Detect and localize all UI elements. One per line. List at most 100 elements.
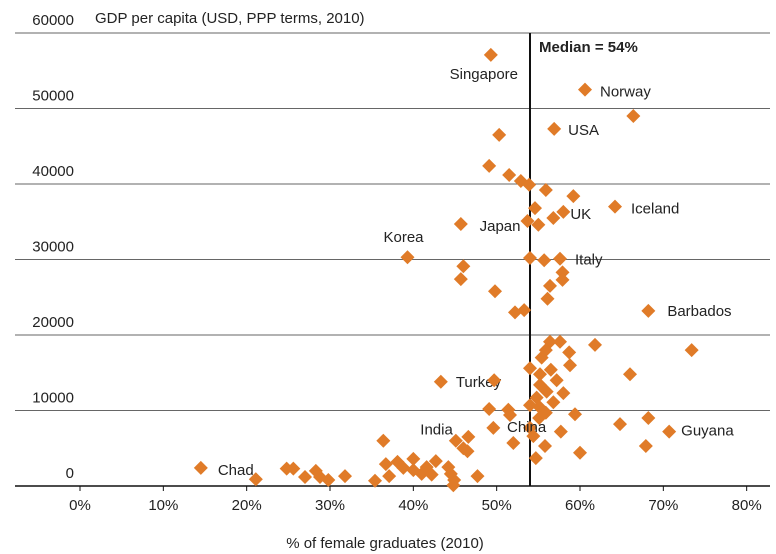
x-tick-label: 20% xyxy=(232,497,262,514)
point xyxy=(588,337,602,352)
median-label: Median = 54% xyxy=(539,39,638,56)
point xyxy=(470,469,485,484)
x-tick-label: 30% xyxy=(315,497,345,514)
point xyxy=(428,454,443,469)
point-label: Barbados xyxy=(667,303,731,320)
point xyxy=(623,367,637,382)
chart-title: GDP per capita (USD, PPP terms, 2010) xyxy=(95,10,365,27)
point xyxy=(540,291,555,306)
point xyxy=(453,272,468,287)
point xyxy=(608,199,622,214)
point xyxy=(568,407,582,422)
point-label: USA xyxy=(568,122,599,139)
y-tick-label: 0 xyxy=(66,465,74,482)
point xyxy=(543,362,558,377)
point xyxy=(508,305,522,320)
point xyxy=(308,463,323,478)
point xyxy=(538,438,552,453)
point xyxy=(248,472,263,487)
point xyxy=(446,478,461,493)
x-tick-label: 80% xyxy=(732,497,762,514)
point xyxy=(453,217,468,232)
point xyxy=(396,460,411,475)
point-label: Norway xyxy=(600,84,651,101)
point xyxy=(298,469,312,484)
point xyxy=(562,345,577,360)
point xyxy=(424,467,439,482)
point xyxy=(523,250,537,265)
point xyxy=(549,373,564,388)
point xyxy=(526,429,541,444)
point xyxy=(538,183,553,198)
point xyxy=(537,253,552,268)
point xyxy=(487,373,502,388)
point xyxy=(531,217,546,232)
point xyxy=(482,158,497,173)
point-label: India xyxy=(420,422,453,439)
point xyxy=(528,451,543,466)
point xyxy=(382,469,397,484)
point xyxy=(553,424,568,439)
x-tick-label: 40% xyxy=(398,497,428,514)
y-tick-label: 30000 xyxy=(32,238,74,255)
point xyxy=(502,167,517,182)
point-label: Korea xyxy=(383,229,424,246)
point xyxy=(528,201,542,216)
y-tick-label: 20000 xyxy=(32,314,74,331)
point xyxy=(626,109,641,124)
point xyxy=(522,177,537,192)
point xyxy=(684,343,699,358)
x-tick-label: 0% xyxy=(69,497,91,514)
point xyxy=(482,401,497,416)
point xyxy=(533,367,547,382)
y-tick-label: 60000 xyxy=(32,12,74,29)
point xyxy=(506,435,521,450)
point xyxy=(193,460,208,475)
x-axis-title: % of female graduates (2010) xyxy=(286,535,484,552)
point xyxy=(662,424,677,439)
point-label: Iceland xyxy=(631,201,679,218)
point xyxy=(547,121,562,136)
point xyxy=(573,445,587,460)
point xyxy=(503,408,517,423)
point xyxy=(400,250,415,265)
point xyxy=(520,213,535,228)
point xyxy=(532,411,547,426)
point xyxy=(566,189,581,204)
point-label: China xyxy=(507,419,547,436)
point xyxy=(321,472,336,487)
point-label: Japan xyxy=(480,218,521,235)
point xyxy=(486,420,501,435)
y-tick-label: 10000 xyxy=(32,389,74,406)
x-tick-label: 50% xyxy=(482,497,512,514)
point-label: Singapore xyxy=(450,66,518,83)
point xyxy=(456,259,471,274)
point xyxy=(641,411,656,426)
point xyxy=(338,469,352,484)
point xyxy=(523,398,537,413)
x-tick-label: 10% xyxy=(148,497,178,514)
point xyxy=(488,284,502,299)
point xyxy=(433,374,448,389)
y-tick-label: 40000 xyxy=(32,163,74,180)
point-label: Guyana xyxy=(681,423,734,440)
point xyxy=(553,251,567,266)
point xyxy=(641,303,656,318)
point xyxy=(523,361,537,376)
point xyxy=(483,47,498,62)
point xyxy=(638,438,653,453)
x-tick-label: 60% xyxy=(565,497,595,514)
point xyxy=(448,433,463,448)
point xyxy=(546,395,561,410)
point xyxy=(543,278,557,293)
point xyxy=(368,473,382,488)
point xyxy=(460,444,475,459)
y-tick-label: 50000 xyxy=(32,87,74,104)
point xyxy=(376,433,391,448)
point xyxy=(406,451,421,466)
point xyxy=(613,417,627,432)
point-label: Italy xyxy=(575,252,603,269)
point xyxy=(553,334,567,349)
point xyxy=(534,350,549,365)
